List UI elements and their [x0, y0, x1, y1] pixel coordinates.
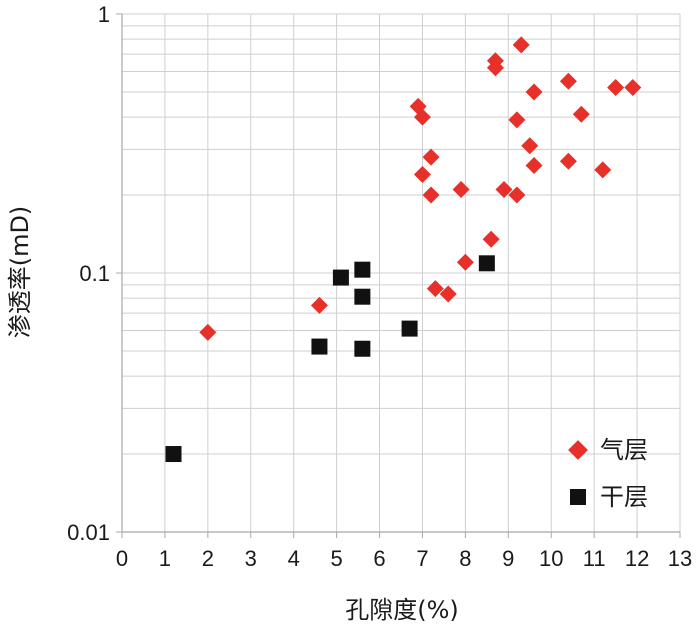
gas-layer-point	[559, 152, 577, 170]
x-tick-label: 4	[288, 546, 300, 571]
gas-layer-point	[422, 186, 440, 204]
y-tick-label: 1	[98, 2, 110, 27]
axes	[116, 13, 681, 538]
dry-layer-point	[478, 255, 495, 272]
gas-layer-point	[508, 186, 526, 204]
x-axis-label: 孔隙度(%)	[345, 596, 459, 624]
gas-layer-point	[572, 105, 590, 123]
gas-layer-point	[413, 166, 431, 184]
y-tick-label: 0.01	[67, 520, 110, 545]
gas-layer-point	[495, 181, 513, 199]
gas-layer-point	[559, 72, 577, 90]
x-tick-label: 5	[330, 546, 342, 571]
x-tick-label: 1	[159, 546, 171, 571]
gas-layer-point	[486, 52, 504, 70]
gas-layer-point	[607, 79, 625, 97]
gas-layer-point	[624, 79, 642, 97]
legend-gas-label: 气层	[600, 436, 648, 464]
gas-layer-point	[452, 181, 470, 199]
x-tick-labels: 0 1 2 3 4 5 6 7 8 9 10 11 12 13	[116, 546, 692, 571]
gas-layer-point	[310, 296, 328, 314]
legend: 气层 干层	[568, 436, 648, 511]
gas-layer-point	[413, 108, 431, 126]
gas-layer-point	[594, 161, 612, 179]
x-tick-label: 6	[373, 546, 385, 571]
gas-layer-point	[422, 148, 440, 166]
x-tick-label: 7	[416, 546, 428, 571]
legend-dry-label: 干层	[600, 483, 648, 511]
gas-layer-point	[482, 230, 500, 248]
dry-layer-point	[311, 338, 328, 355]
gas-layer-point	[512, 36, 530, 54]
dry-layer-point	[354, 261, 371, 278]
x-tick-label: 13	[668, 546, 692, 571]
x-tick-label: 2	[202, 546, 214, 571]
gas-layer-point	[439, 285, 457, 303]
dry-layer-point	[354, 340, 371, 357]
y-axis-label: 渗透率(mD)	[6, 206, 34, 339]
x-tick-label: 11	[583, 546, 606, 571]
grid-lines	[122, 13, 681, 532]
x-tick-label: 10	[539, 546, 563, 571]
y-tick-labels: 1 0.1 0.01	[67, 2, 110, 545]
y-tick-label: 0.1	[79, 261, 110, 286]
x-tick-label: 9	[502, 546, 514, 571]
gas-layer-point	[521, 137, 539, 155]
gas-layer-point	[525, 157, 543, 175]
legend-gas-marker	[568, 440, 588, 460]
gas-layer-point	[508, 111, 526, 129]
data-points	[165, 36, 642, 463]
dry-layer-point	[165, 446, 182, 463]
dry-layer-point	[354, 288, 371, 305]
dry-layer-point	[401, 320, 418, 337]
dry-layer-point	[332, 269, 349, 286]
gas-layer-point	[199, 323, 217, 341]
x-tick-label: 3	[245, 546, 257, 571]
legend-dry-marker	[570, 489, 586, 505]
x-tick-label: 0	[116, 546, 128, 571]
gas-layer-point	[525, 83, 543, 101]
x-tick-label: 8	[459, 546, 471, 571]
gas-layer-point	[426, 280, 444, 298]
gas-layer-point	[456, 253, 474, 271]
x-tick-label: 12	[625, 546, 649, 571]
